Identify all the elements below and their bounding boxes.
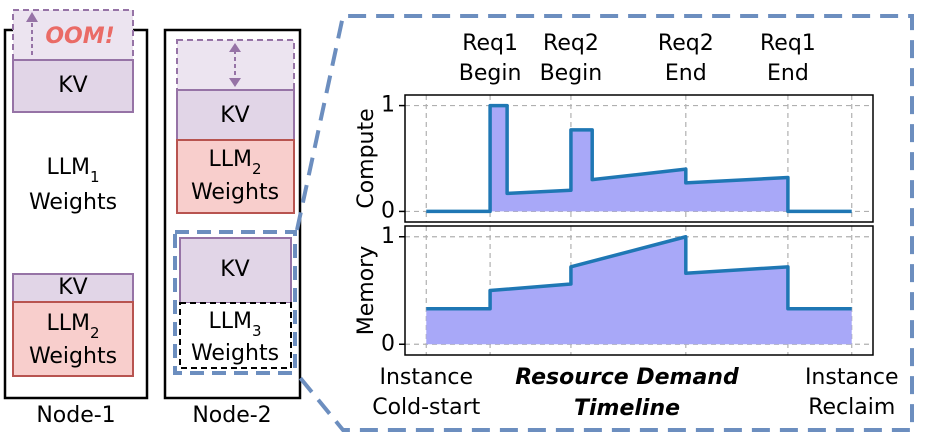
label-base: LLM [46,311,90,336]
block-label: KV [220,103,249,128]
arrow-head [229,43,241,87]
area-fill [426,105,852,212]
weights-block [179,302,292,369]
y-tick-label: 1 [381,224,395,249]
y-tick-label: 0 [381,198,395,223]
series-line [426,235,852,311]
block-label: KV [58,275,87,300]
label-subscript: 2 [252,160,262,178]
block-label: Weights [191,180,279,205]
node-label: Node-1 [36,403,115,428]
x-tick-label: Req2 End [658,31,714,86]
weights-block [12,301,134,377]
label-subscript: 3 [252,322,262,340]
y-tick-label: 1 [381,93,395,118]
label-base: LLM [208,309,252,334]
zoom-outline [295,14,914,432]
kv-block [12,273,134,303]
block-label: LLM2 [208,147,261,178]
label-subscript: 1 [90,168,100,186]
y-axis-label: Compute [354,108,379,208]
block-label: LLM3 [208,309,261,340]
label-subscript: 2 [90,324,100,342]
node-label: Node-2 [192,403,271,428]
x-axis-label: Resource Demand Timeline [515,365,739,421]
x-tick-label: Instance Reclaim [805,365,899,420]
y-axis-label: Memory [354,246,379,335]
x-tick-label: Req2 Begin [540,31,603,86]
label-base: LLM [46,155,90,180]
block-label: LLM1 [46,155,99,186]
plot-frame [404,94,874,223]
arrow-head [26,12,38,22]
block-label: KV [220,257,249,282]
weights-block [176,139,295,214]
block-label: Weights [29,344,117,369]
kv-block [12,59,134,113]
kv-block [176,89,295,141]
block-label: Weights [29,190,117,215]
series-line [426,103,852,214]
block-label: KV [58,73,87,98]
y-tick-label: 0 [381,331,395,356]
block-label: LLM2 [46,311,99,342]
x-tick-label: Req1 Begin [459,31,522,86]
x-tick-label: Instance Cold-start [372,365,480,420]
block-label: Weights [191,341,279,366]
oom-label: OOM! [45,24,114,49]
label-base: LLM [208,147,252,172]
area-fill [426,236,852,345]
highlight-box [173,230,297,375]
plot-frame [404,225,874,356]
x-tick-label: Req1 End [760,31,816,86]
